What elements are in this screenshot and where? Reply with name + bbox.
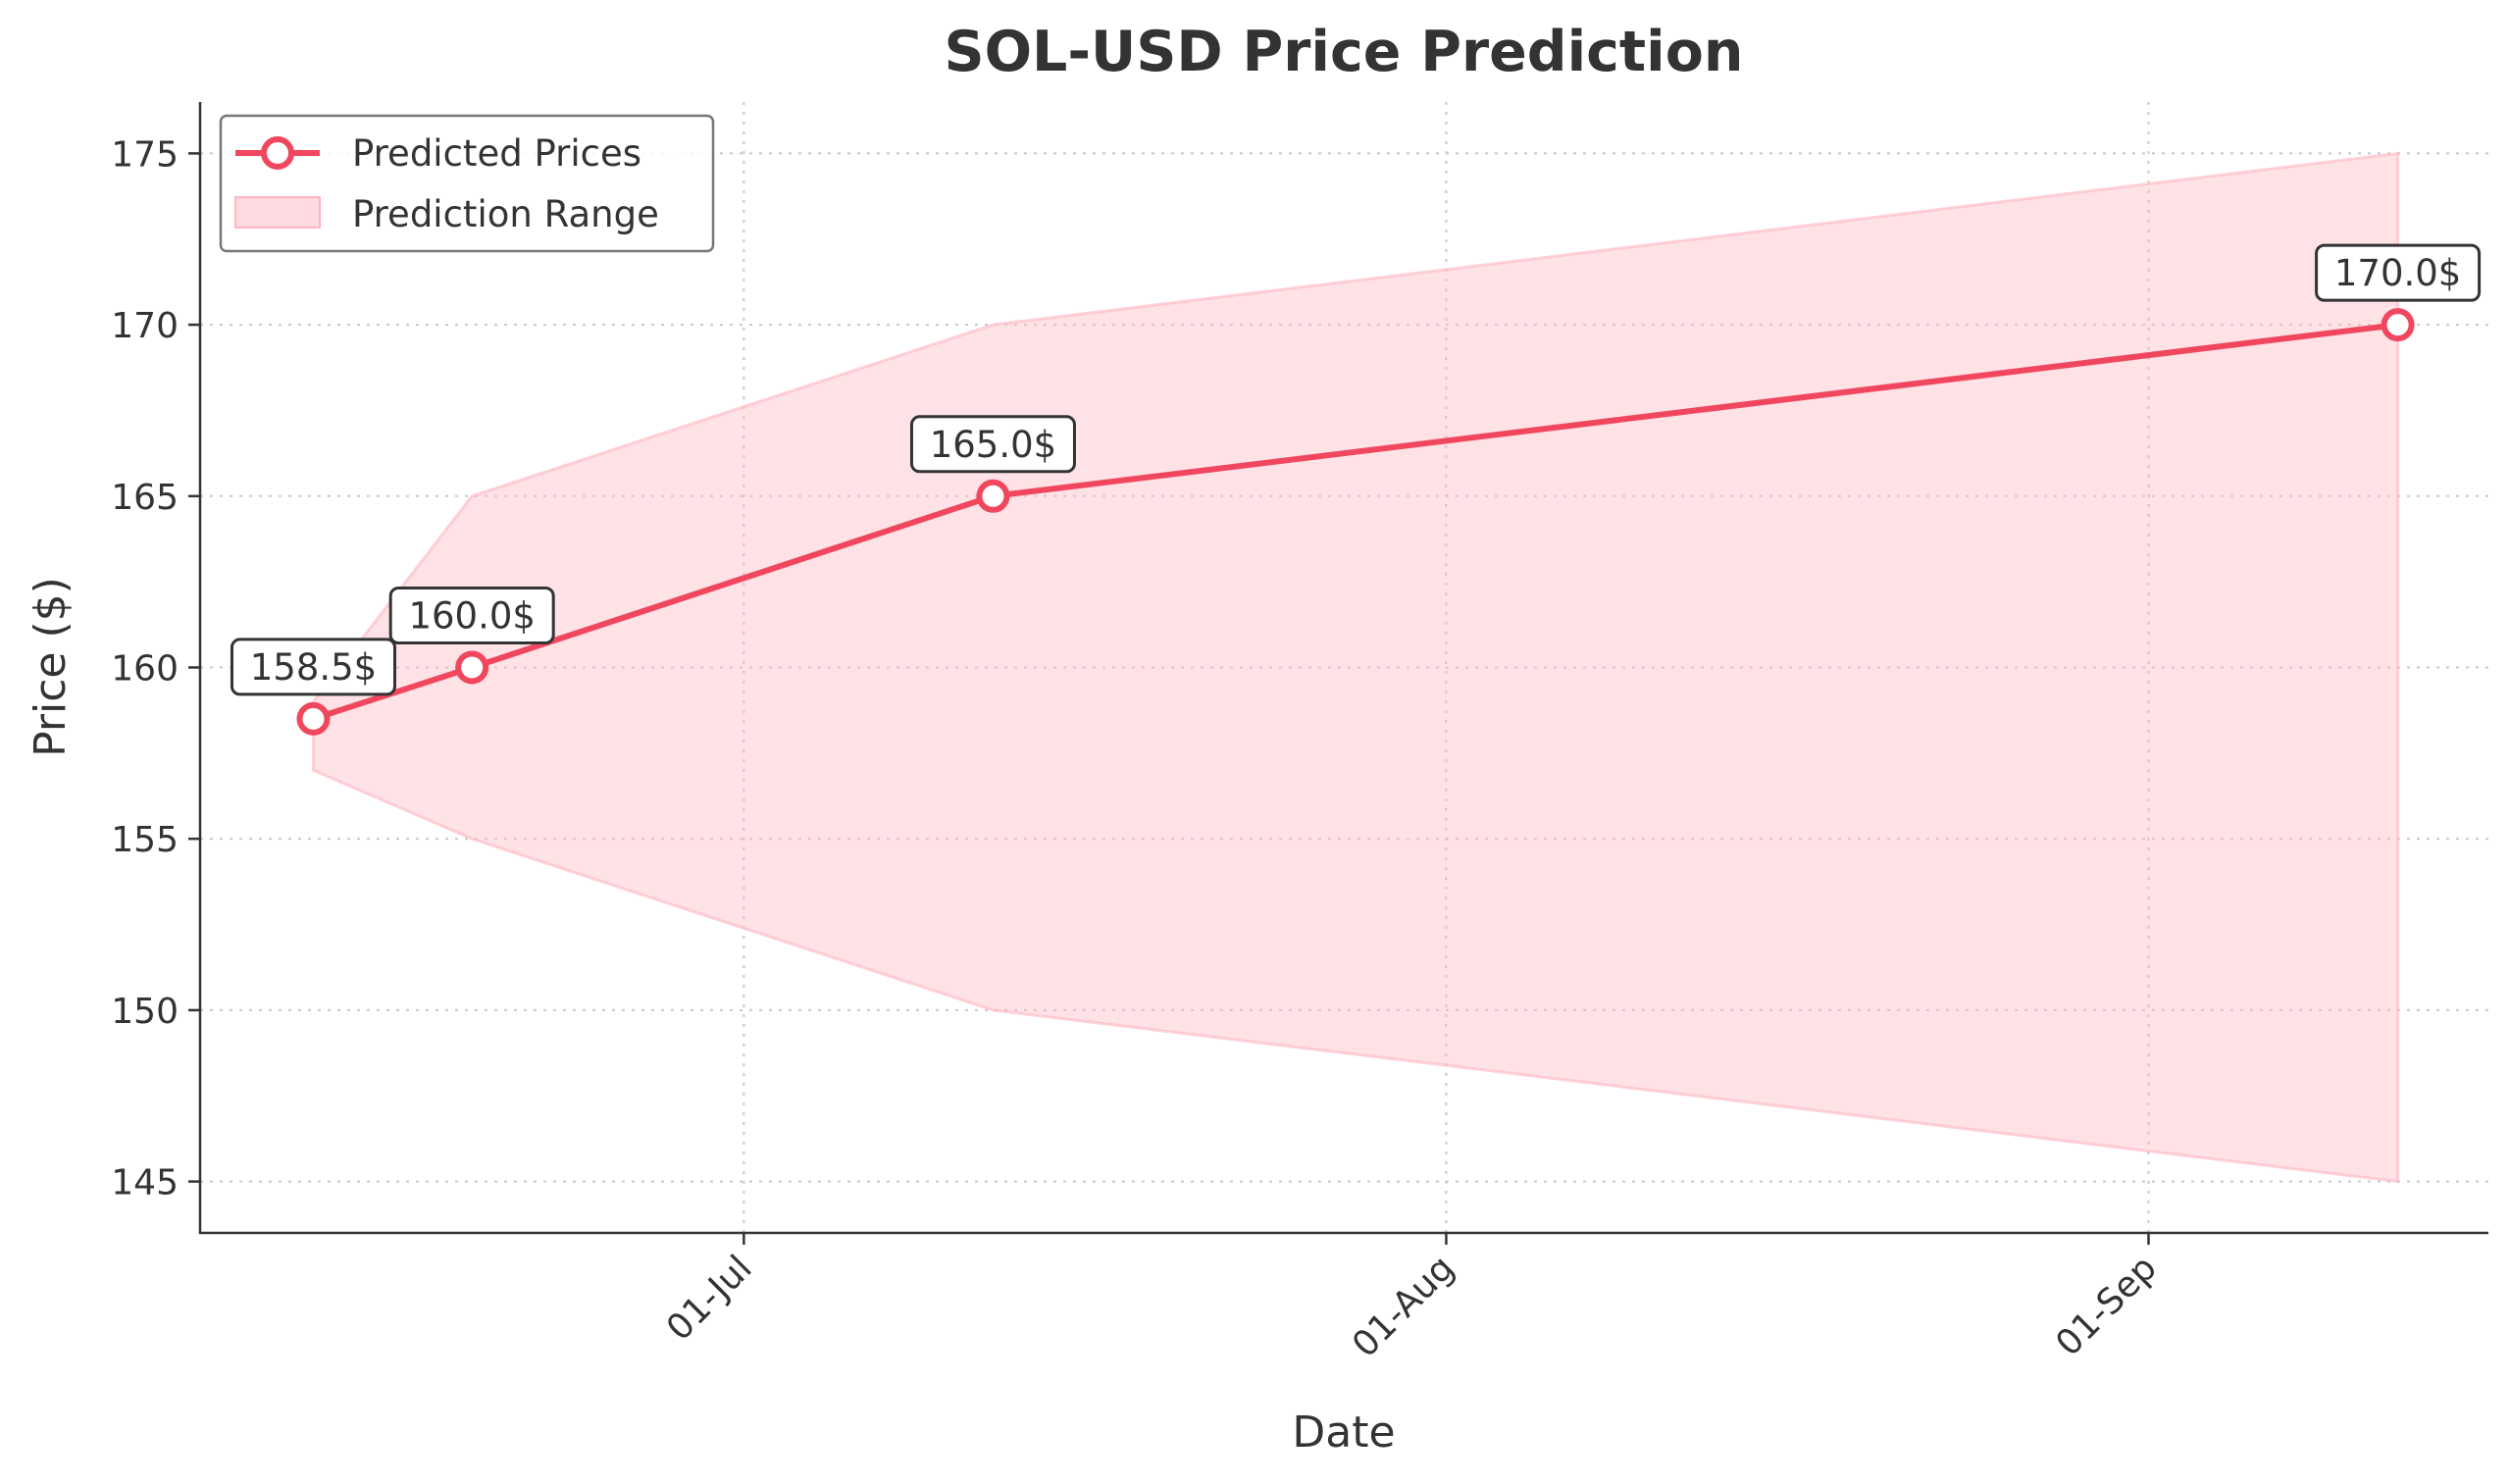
y-tick-label: 175 <box>111 134 179 175</box>
legend-frame <box>219 114 715 253</box>
predicted-price-marker <box>455 650 489 685</box>
predicted-price-marker <box>2381 308 2415 342</box>
data-label: 158.5$ <box>250 646 377 689</box>
y-tick-label: 170 <box>111 306 179 346</box>
grid <box>200 102 2488 1233</box>
legend: Predicted Prices Prediction Range <box>219 114 715 253</box>
y-tick-label: 155 <box>111 820 179 860</box>
x-axis-label: Date <box>1292 1407 1395 1458</box>
legend-range-swatch <box>234 196 321 229</box>
y-tick-label: 165 <box>111 478 179 518</box>
y-tick-label: 150 <box>111 992 179 1032</box>
legend-label-range: Prediction Range <box>352 193 659 235</box>
data-label: 170.0$ <box>2334 252 2461 294</box>
prediction-range-band <box>311 151 2400 1184</box>
data-label-box <box>2315 243 2482 302</box>
y-tick-label: 145 <box>111 1163 179 1203</box>
axes-spines <box>198 102 2488 1235</box>
data-label-box <box>230 638 396 696</box>
y-tick-label: 160 <box>111 649 179 690</box>
data-label: 165.0$ <box>930 424 1056 466</box>
y-axis-label: Price ($) <box>26 577 76 757</box>
legend-marker-swatch <box>261 136 294 170</box>
data-label-box <box>909 415 1076 474</box>
x-tick-label: 01-Jul <box>659 1248 760 1349</box>
x-tick-label: 01-Sep <box>2048 1248 2165 1364</box>
data-label-box <box>388 587 555 644</box>
predicted-price-marker <box>976 479 1010 513</box>
chart-title: SOL-USD Price Prediction <box>945 20 1744 84</box>
legend-label-predicted: Predicted Prices <box>352 132 641 175</box>
data-label: 160.0$ <box>408 595 535 638</box>
x-tick-label: 01-Aug <box>1345 1248 1462 1365</box>
data-labels: 158.5$ 160.0$ 165.0$ 170.0$ <box>230 243 2482 696</box>
predicted-price-marker <box>296 701 331 736</box>
prediction-range <box>311 151 2400 1184</box>
